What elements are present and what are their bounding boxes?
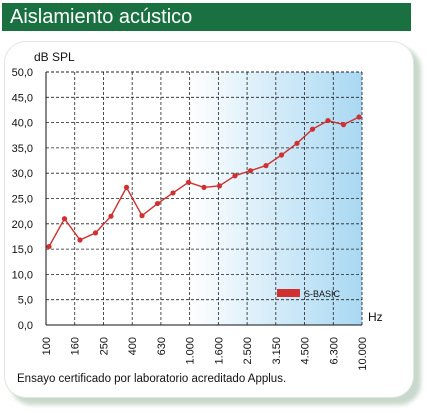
y-tick-label: 35,0 [12,143,33,155]
data-point [309,126,316,132]
data-point [46,243,52,250]
y-axis-label: dB SPL [34,50,75,64]
data-point [139,213,145,219]
data-point [61,216,68,222]
x-tick-label: 3.150 [271,337,283,365]
x-tick-label: 4.500 [300,337,312,365]
footer-note: Ensayo certificado por laboratorio acred… [17,373,287,385]
data-point [232,173,238,179]
y-tick-label: 15,0 [12,244,33,256]
data-point [340,122,347,128]
page-title: Aislamiento acústico [10,6,193,28]
data-point [294,140,300,146]
x-tick-label: 250 [98,337,110,355]
y-tick-label: 30,0 [12,168,33,180]
x-axis-label: Hz [368,310,383,324]
x-tick-label: 630 [156,337,168,355]
x-tick-label: 1.600 [213,337,225,365]
data-point [278,152,285,158]
data-point [263,163,269,169]
data-point [154,200,161,207]
y-tick-label: 25,0 [12,194,33,206]
x-tick-label: 400 [127,337,139,355]
y-tick-label: 45,0 [12,92,33,104]
y-tick-label: 40,0 [12,118,33,130]
data-point [201,184,207,190]
data-point [325,117,331,124]
data-point [77,237,83,243]
legend-label: S-BASIC [304,289,341,299]
data-point [247,168,254,174]
title-bar: Aislamiento acústico [2,3,411,31]
y-tick-label: 50,0 [12,67,33,79]
y-tick-label: 0,0 [18,320,33,332]
x-tick-label: 1.000 [185,337,197,365]
x-tick-label: 6.300 [328,337,340,365]
legend-swatch [277,289,300,297]
y-tick-label: 20,0 [12,219,33,231]
y-tick-label: 10,0 [12,269,33,281]
x-tick-label: 100 [41,337,53,355]
y-tick-label: 5,0 [18,295,33,307]
x-tick-label: 10.000 [357,337,369,371]
data-point [108,213,114,219]
x-tick-label: 160 [70,337,82,355]
x-tick-label: 2.500 [242,337,254,365]
data-point [170,190,176,196]
data-point [123,184,130,190]
data-point [185,179,192,185]
data-point [356,114,362,120]
data-point [92,230,99,236]
data-point [216,183,223,189]
